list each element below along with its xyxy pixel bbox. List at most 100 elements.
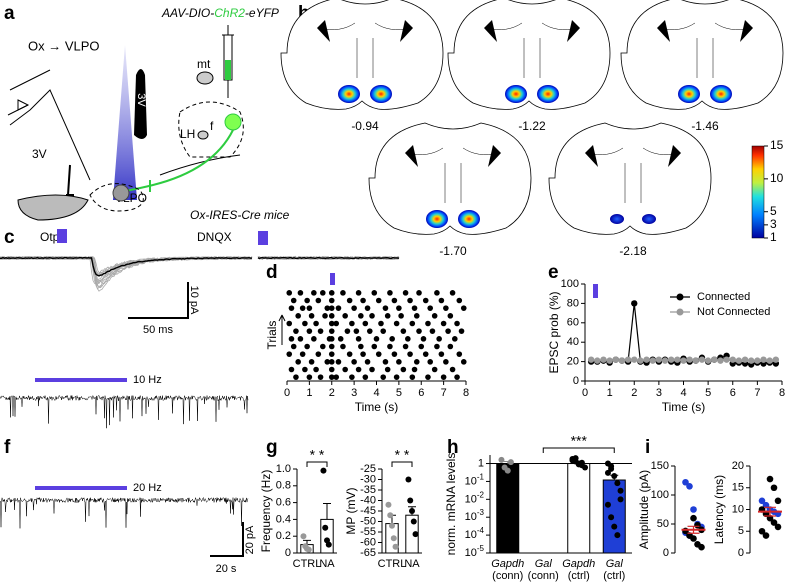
brain-outline — [368, 122, 532, 235]
spike — [389, 336, 395, 342]
y-tick-label: -40 — [360, 494, 376, 506]
series-point — [711, 356, 718, 363]
spike — [320, 343, 326, 350]
condition-label: DNQX — [197, 230, 232, 244]
x-tick-label: 7 — [754, 387, 760, 399]
trace — [0, 256, 253, 277]
spike — [375, 297, 382, 304]
bregma-level: -2.18 — [619, 244, 647, 258]
x-tick-label: 8 — [463, 387, 469, 399]
y-tick-label: -45 — [360, 505, 376, 517]
label: f — [210, 119, 214, 133]
x-tick-label: Gapdh — [491, 558, 524, 570]
colorbar-label: 1 — [770, 230, 777, 244]
data-point — [604, 469, 611, 476]
spike — [400, 366, 407, 373]
spike — [297, 336, 304, 342]
x-axis-title: Time (s) — [355, 400, 399, 414]
data-point — [498, 456, 505, 463]
spike — [418, 343, 425, 350]
data-point — [770, 484, 778, 492]
spike — [460, 359, 467, 365]
x-tick-sublabel: (conn) — [492, 570, 523, 582]
y-tick-label: 15 — [732, 482, 744, 494]
spike — [315, 351, 322, 357]
brain-detail — [486, 22, 578, 78]
spike — [409, 374, 416, 380]
brain-detail — [587, 147, 679, 203]
series-point — [655, 356, 663, 363]
spike — [434, 290, 440, 296]
spike — [438, 297, 445, 304]
y-tick-label: -50 — [360, 515, 376, 527]
spike — [286, 320, 293, 327]
data-point — [608, 514, 615, 521]
otp — [17, 194, 89, 221]
spike — [364, 305, 371, 311]
data-point — [611, 523, 618, 530]
electrode — [7, 69, 91, 181]
spike — [328, 366, 335, 373]
virus-label: AAV-DIO-ChR2-eYFP — [161, 6, 279, 20]
spike — [422, 297, 429, 304]
y-tick-base: 10 — [465, 529, 477, 541]
spike — [380, 374, 387, 380]
spike — [440, 374, 447, 380]
y-axis-title: norm. mRNA levels — [444, 453, 458, 556]
spike — [340, 290, 346, 296]
x-tick-label: Gal — [606, 558, 624, 570]
y-tick-label: 20 — [567, 356, 579, 368]
y-tick-label: 10-3 — [465, 508, 485, 523]
spike — [449, 290, 456, 296]
spike — [384, 366, 391, 373]
heatmap-blob — [537, 85, 559, 103]
spike — [443, 305, 449, 311]
data-point — [390, 535, 397, 542]
spike — [306, 374, 313, 380]
bar — [496, 463, 520, 554]
series-point — [637, 357, 644, 364]
spike — [328, 313, 335, 319]
spike — [288, 336, 295, 342]
series-point — [698, 356, 706, 363]
spike — [382, 305, 389, 311]
x-tick-label: 1 — [306, 387, 312, 399]
3v-line — [66, 164, 74, 196]
stim-marker — [258, 231, 268, 245]
series-point — [741, 356, 749, 363]
data-point — [325, 541, 332, 548]
y-tick-label: 1.0 — [276, 463, 291, 475]
spike — [360, 297, 366, 304]
spike — [355, 336, 362, 342]
trace — [0, 496, 249, 529]
legend-marker — [676, 293, 684, 301]
x-tick-label: CTRL — [293, 558, 322, 570]
amplifier — [17, 99, 30, 111]
spike — [297, 290, 304, 296]
lh-outline — [178, 101, 244, 158]
trials-arrow — [278, 314, 286, 345]
spike — [342, 366, 348, 373]
scale-bar — [128, 282, 189, 319]
spike — [375, 351, 382, 357]
data-point — [389, 522, 395, 529]
x-tick-sublabel: (ctrl) — [568, 570, 590, 582]
y-tick-label: 0 — [573, 375, 579, 387]
spike — [293, 374, 299, 380]
data-point — [322, 524, 329, 531]
spike — [449, 366, 456, 373]
stim-label: 10 Hz — [133, 374, 162, 386]
spike — [288, 305, 295, 311]
virus-part: -eYFP — [245, 6, 279, 20]
x-tick-label: Gal — [535, 558, 553, 570]
spike — [358, 313, 364, 319]
y-tick-label: 40 — [567, 336, 579, 348]
y-tick-exponent: -3 — [477, 508, 485, 517]
y-tick-label: 150 — [651, 460, 669, 472]
spike — [400, 328, 407, 334]
data-point — [578, 459, 585, 466]
bregma-level: -1.46 — [691, 119, 719, 133]
spike — [407, 351, 413, 357]
y-tick-label: 60 — [567, 317, 579, 329]
